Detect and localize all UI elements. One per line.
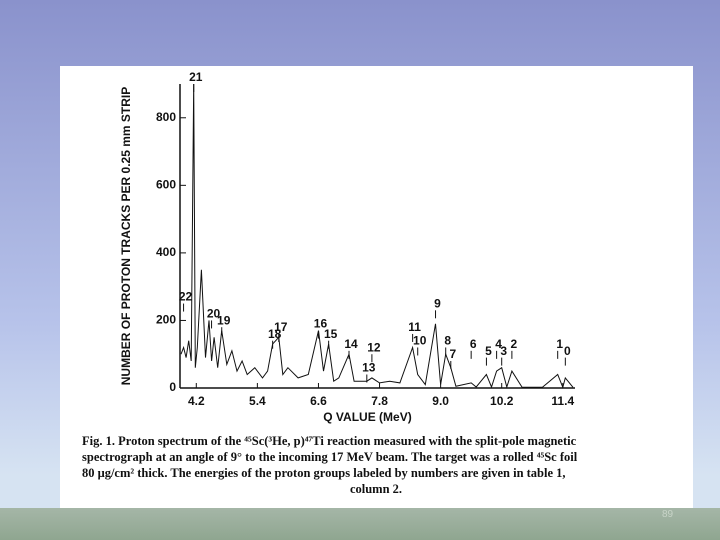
x-axis-title: Q VALUE (MeV) bbox=[323, 410, 411, 424]
peak-label: 16 bbox=[314, 317, 328, 331]
peak-label: 20 bbox=[207, 307, 221, 321]
peak-label: 8 bbox=[444, 334, 451, 348]
x-tick-label: 4.2 bbox=[188, 394, 205, 408]
x-tick-label: 11.4 bbox=[551, 394, 574, 408]
y-axis-title: NUMBER OF PROTON TRACKS PER 0.25 mm STRI… bbox=[119, 87, 133, 386]
peak-label: 12 bbox=[367, 340, 381, 354]
peak-label: 13 bbox=[362, 361, 376, 375]
peak-label: 0 bbox=[564, 344, 571, 358]
footer-band bbox=[0, 508, 720, 540]
slide-number: 89 bbox=[662, 509, 674, 520]
x-tick-label: 5.4 bbox=[249, 394, 266, 408]
peak-label: 19 bbox=[217, 313, 231, 327]
peak-label: 22 bbox=[179, 290, 193, 304]
x-tick-label: 6.6 bbox=[310, 394, 327, 408]
peak-label: 18 bbox=[268, 327, 282, 341]
caption-line: column 2. bbox=[350, 482, 402, 496]
y-tick-label: 600 bbox=[156, 178, 176, 192]
peak-label: 2 bbox=[511, 337, 518, 351]
peak-label: 21 bbox=[189, 70, 203, 84]
x-tick-label: 7.8 bbox=[371, 394, 388, 408]
caption-line: spectrograph at an angle of 9° to the in… bbox=[82, 450, 578, 464]
x-tick-label: 9.0 bbox=[432, 394, 449, 408]
peak-label: 4 bbox=[495, 337, 502, 351]
peak-label: 3 bbox=[500, 344, 507, 358]
caption-line: Fig. 1. Proton spectrum of the ⁴⁵Sc(³He,… bbox=[82, 434, 577, 448]
y-tick-label: 800 bbox=[156, 110, 176, 124]
caption-line: 80 μg/cm² thick. The energies of the pro… bbox=[82, 466, 566, 480]
peak-label: 7 bbox=[449, 347, 456, 361]
peak-label: 6 bbox=[470, 337, 477, 351]
y-tick-label: 0 bbox=[169, 380, 176, 394]
peak-label: 11 bbox=[408, 320, 421, 334]
peak-label: 17 bbox=[274, 320, 288, 334]
y-tick-label: 400 bbox=[156, 245, 176, 259]
y-tick-label: 200 bbox=[156, 313, 176, 327]
peak-label: 10 bbox=[413, 334, 427, 348]
x-tick-label: 10.2 bbox=[490, 394, 514, 408]
peak-label: 5 bbox=[485, 344, 492, 358]
peak-label: 1 bbox=[556, 337, 563, 351]
peak-label: 14 bbox=[344, 337, 358, 351]
peak-label: 9 bbox=[434, 296, 441, 310]
figure: 0 200 400 600 800 4.2 5.4 6.6 7.8 9.0 10.2 11.4 Q VA… bbox=[60, 66, 693, 508]
peak-label: 15 bbox=[324, 327, 338, 341]
